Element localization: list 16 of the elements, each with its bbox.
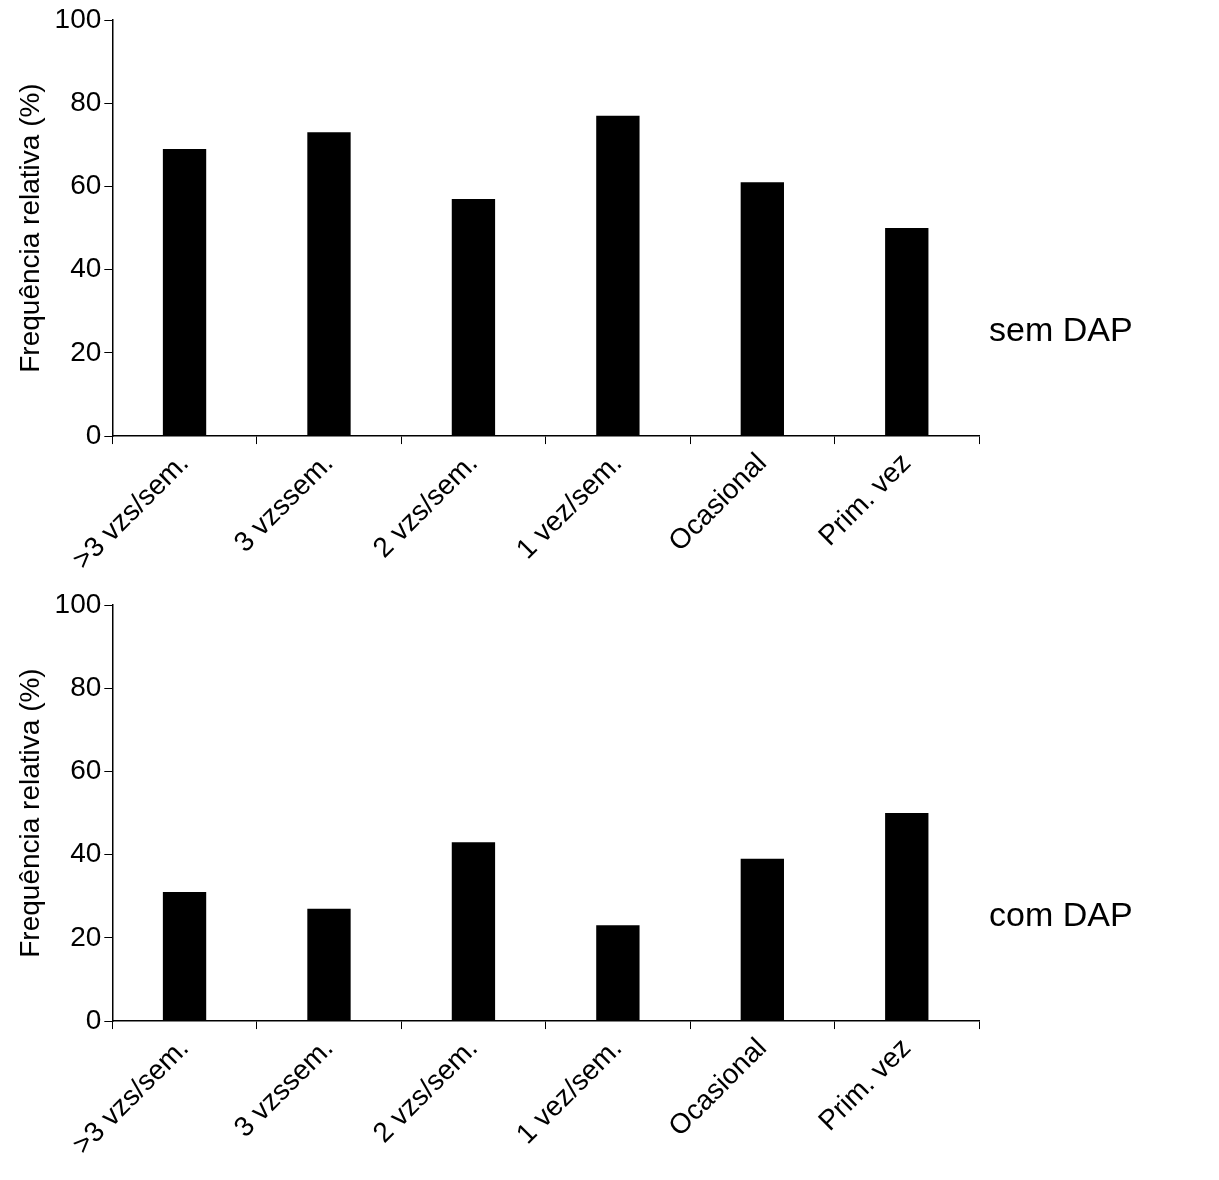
y-tick-label: 100	[54, 587, 102, 619]
y-tick-label: 100	[54, 2, 102, 34]
y-tick-label: 40	[70, 252, 102, 284]
text: com DAP	[989, 895, 1133, 934]
y-tick-label: 0	[85, 1003, 102, 1035]
y-tick-label: 80	[70, 85, 102, 117]
y-axis-title: Frequência relativa (%)	[13, 668, 45, 958]
y-tick-label: 20	[70, 920, 102, 952]
y-tick-label: 80	[70, 670, 102, 702]
y-tick-label: 0	[85, 418, 102, 450]
y-tick-label: 60	[70, 754, 102, 786]
y-axis-title: Frequência relativa (%)	[13, 83, 45, 373]
text: sem DAP	[989, 310, 1133, 349]
y-tick-label: 60	[70, 169, 102, 201]
y-tick-label: 40	[70, 837, 102, 869]
y-tick-label: 20	[70, 335, 102, 367]
